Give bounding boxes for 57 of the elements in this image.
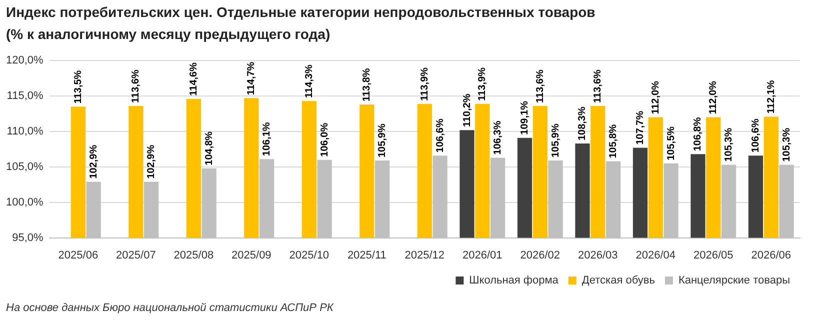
y-tick-label: 95,0% xyxy=(12,232,44,244)
data-label: 114,3% xyxy=(304,64,315,98)
data-label: 105,3% xyxy=(781,128,792,162)
data-label: 113,6% xyxy=(130,69,142,103)
x-tick-label: 2025/10 xyxy=(289,249,330,262)
data-label: 106,0% xyxy=(319,122,330,157)
data-label: 108,3% xyxy=(577,106,588,141)
y-tick-label: 110,0% xyxy=(6,126,44,138)
data-label: 113,6% xyxy=(592,69,604,103)
chart-title: Индекс потребительских цен. Отдельные категории непродовольственных товаров xyxy=(6,4,596,20)
data-label: 105,9% xyxy=(550,124,562,158)
y-tick-label: 105,0% xyxy=(6,160,44,173)
data-label: 112,0% xyxy=(650,80,662,114)
data-label: 110,2% xyxy=(462,94,473,128)
x-tick-label: 2025/12 xyxy=(404,249,445,262)
text: На основе данных Бюро национальной статистики АСПиР РК xyxy=(6,302,334,314)
y-tick-label: 115,0% xyxy=(6,90,44,102)
data-label: 102,9% xyxy=(146,144,158,179)
data-label: 113,9% xyxy=(419,67,430,101)
x-tick-label: 2026/02 xyxy=(520,249,560,262)
x-tick-label: 2026/03 xyxy=(578,249,618,262)
y-tick-label: 100,0% xyxy=(6,196,44,208)
data-label: 102,9% xyxy=(88,144,100,179)
data-label: 106,1% xyxy=(262,122,273,156)
data-label: 113,9% xyxy=(477,67,488,101)
data-label: 105,8% xyxy=(608,124,620,158)
data-label: 113,5% xyxy=(72,70,84,104)
x-tick-label: 2025/07 xyxy=(116,249,156,262)
data-label: 114,7% xyxy=(246,62,258,96)
x-tick-label: 2025/11 xyxy=(347,249,386,262)
x-tick-label: 2026/05 xyxy=(694,249,734,262)
legend-label: Школьная форма xyxy=(469,274,560,287)
data-label: 106,8% xyxy=(692,117,704,152)
data-label: 112,0% xyxy=(708,80,720,114)
data-label: 105,5% xyxy=(666,126,677,160)
data-label: 106,3% xyxy=(492,120,504,155)
chart-subtitle: (% к аналогичному месяцу предыдущего года) xyxy=(6,26,330,42)
data-label: 113,8% xyxy=(362,68,373,102)
x-tick-label: 2026/04 xyxy=(636,249,676,262)
legend-label: Детская обувь xyxy=(582,274,656,287)
x-tick-label: 2025/09 xyxy=(232,249,272,262)
data-label: 107,7% xyxy=(634,110,646,145)
legend-label: Канцелярские товары xyxy=(678,274,790,287)
data-label: 112,1% xyxy=(766,80,777,114)
x-tick-label: 2026/01 xyxy=(462,249,502,262)
x-tick-label: 2025/08 xyxy=(174,249,214,262)
x-tick-label: 2025/06 xyxy=(58,249,98,262)
data-label: 105,9% xyxy=(377,124,388,158)
data-label: 114,6% xyxy=(188,62,200,96)
data-label: 106,6% xyxy=(434,118,446,153)
data-label: 106,6% xyxy=(750,118,762,153)
data-label: 104,8% xyxy=(204,131,215,166)
x-tick-label: 2026/06 xyxy=(751,249,792,262)
data-label: 113,6% xyxy=(534,69,546,103)
y-tick-label: 120,0% xyxy=(6,54,44,67)
data-label: 105,3% xyxy=(724,128,735,162)
data-label: 109,1% xyxy=(519,100,530,135)
